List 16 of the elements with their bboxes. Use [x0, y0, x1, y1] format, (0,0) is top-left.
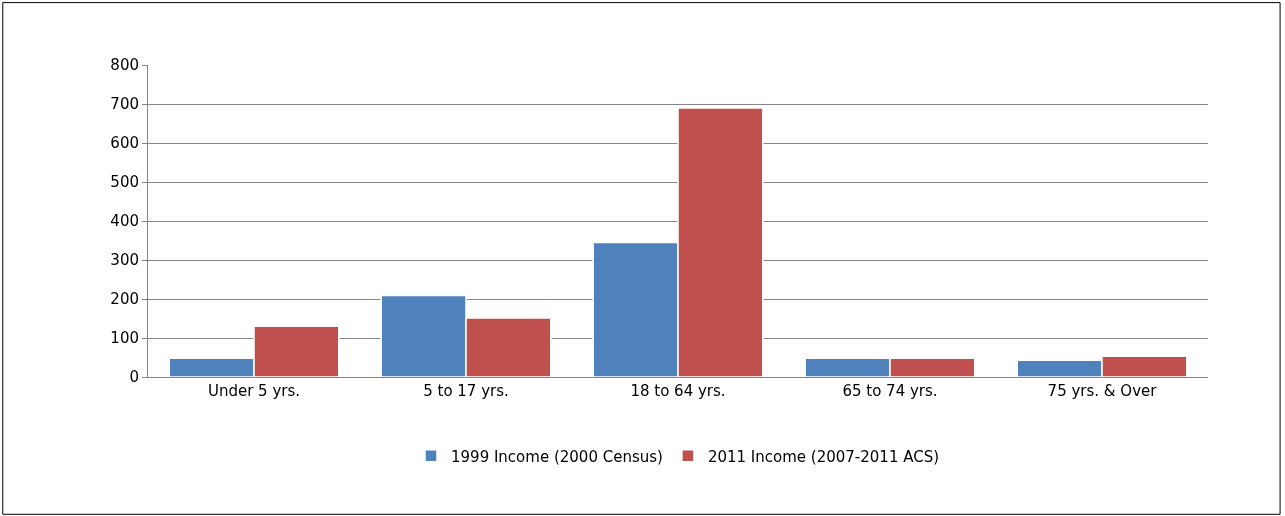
y-tick-label: 100 [110, 329, 139, 348]
y-tick-label: 500 [110, 173, 139, 192]
y-tick-label: 200 [110, 290, 139, 309]
y-tick-label: 300 [110, 251, 139, 270]
x-tick-label: 18 to 64 yrs. [630, 382, 726, 400]
y-tick-label: 700 [110, 95, 139, 114]
x-tick-label: Under 5 yrs. [207, 382, 301, 400]
y-tick-label: 800 [110, 56, 139, 75]
legend-label: 2011 Income (2007-2011 ACS) [707, 447, 940, 466]
x-tick-label: 75 yrs. & Over [1047, 382, 1158, 400]
x-tick-label: 65 to 74 yrs. [842, 382, 938, 400]
y-tick-label: 400 [110, 212, 139, 231]
legend-label: 1999 Income (2000 Census) [451, 447, 663, 466]
y-tick-label: 600 [110, 134, 139, 153]
y-tick-label: 0 [129, 368, 139, 387]
x-tick-label: 5 to 17 yrs. [423, 382, 509, 400]
